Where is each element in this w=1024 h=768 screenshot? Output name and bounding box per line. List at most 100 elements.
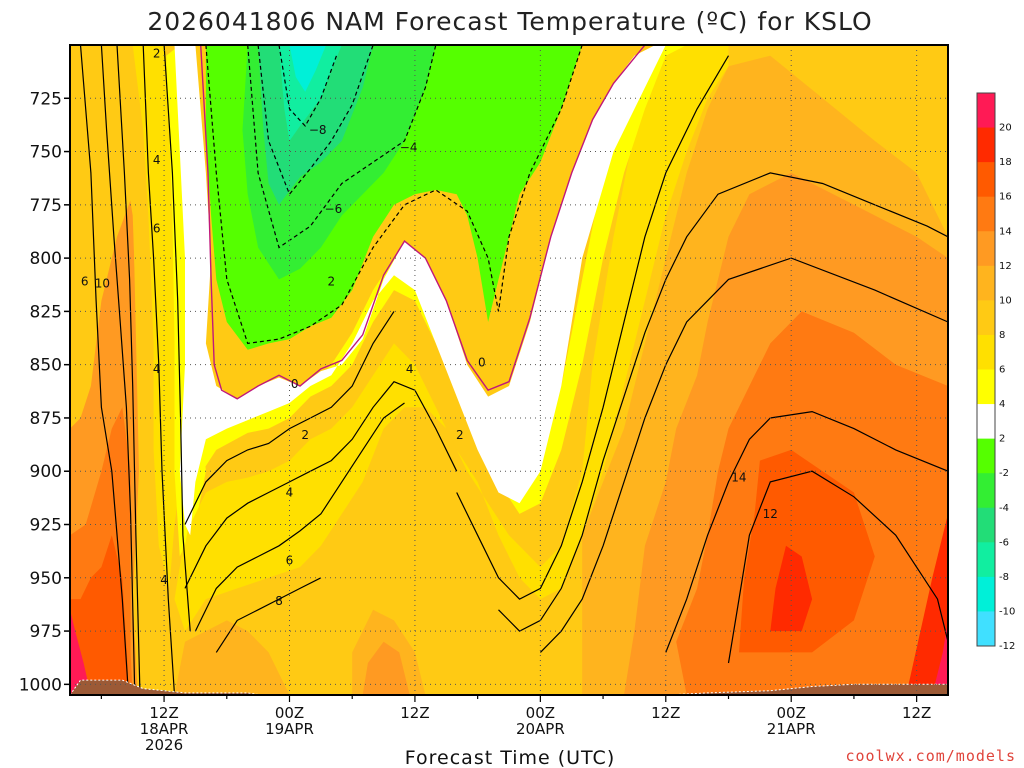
contour-label: 0 (291, 377, 299, 391)
band-18-20-edge (932, 620, 948, 695)
colorbar-label: -4 (999, 503, 1009, 514)
colorbar-swatch (977, 438, 995, 474)
colorbar-label: -8 (999, 572, 1009, 583)
contour-label: 8 (275, 594, 283, 608)
colorbar-swatch (977, 162, 995, 198)
colorbar-label: 10 (999, 295, 1012, 306)
colorbar-swatch (977, 507, 995, 543)
contour-label: −6 (325, 202, 343, 216)
y-tick-label: 775 (30, 196, 62, 216)
y-tick-label: 1000 (19, 675, 62, 695)
contour-line (215, 577, 322, 653)
contour-label: 0 (478, 356, 486, 370)
freezing-line (200, 45, 646, 400)
contour-line (116, 45, 141, 695)
x-tick-label: 00Z (777, 704, 806, 722)
colorbar-frame (976, 92, 996, 647)
contour-label: 2 (456, 428, 464, 442)
y-tick-label: 875 (30, 409, 62, 429)
colorbar-swatch (977, 369, 995, 405)
colorbar-label: -6 (999, 537, 1009, 548)
y-tick-label: 850 (30, 356, 62, 376)
colorbar-swatch (977, 576, 995, 612)
contour-line (184, 380, 458, 589)
band-neg10-neg12 (289, 45, 327, 92)
colorbar-swatch (977, 404, 995, 440)
band-14-16 (70, 535, 129, 695)
negative-contour (278, 45, 338, 128)
x-tick-label: 2026 (145, 736, 183, 754)
colorbar-label: 14 (999, 226, 1012, 237)
y-tick-label: 900 (30, 462, 62, 482)
gridlines (70, 45, 948, 695)
colorbar-legend: 20 18 16 14 12 10 8 6 4 2 -2 -4 -6 -8 -10 -12 (976, 92, 1015, 652)
band-10-12-day2 (362, 641, 410, 695)
temperature-field (70, 45, 948, 695)
colorbar-label: 16 (999, 192, 1012, 203)
contour-label: −8 (309, 123, 327, 137)
plot-frame (69, 44, 949, 696)
contour-line (727, 470, 948, 664)
y-tick-label: 725 (30, 89, 62, 109)
colorbar-label: 20 (999, 123, 1012, 134)
x-tick-label: 12Z (149, 704, 178, 722)
x-tick-label: 00Z (526, 704, 555, 722)
colorbar-swatch (977, 127, 995, 163)
contour-label: 2 (153, 47, 161, 61)
band-4-6-mid (174, 45, 729, 632)
y-tick-label: 950 (30, 569, 62, 589)
contour-line (184, 311, 395, 525)
contour-line (194, 402, 405, 632)
negative-contour (247, 45, 437, 249)
colorbar-label: 6 (999, 365, 1005, 376)
colorbar-swatch (977, 265, 995, 301)
band-16-20 (70, 609, 91, 695)
contour-label: 6 (153, 221, 161, 235)
contour-label: −4 (400, 140, 418, 154)
x-tick-label: 00Z (275, 704, 304, 722)
colorbar-swatch (977, 611, 995, 647)
colorbar-label: 12 (999, 261, 1012, 272)
contour-line (79, 45, 130, 695)
colorbar-label: 2 (999, 434, 1005, 445)
chart-title: 2026041806 NAM Forecast Temperature (ºC)… (147, 7, 872, 36)
colorbar-label: 8 (999, 330, 1005, 341)
y-tick-label: 825 (30, 302, 62, 322)
credit-text: coolwx.com/models (845, 747, 1016, 765)
x-tick-label: 19APR (265, 720, 314, 738)
contour-line (142, 45, 176, 695)
x-tick-label: 12Z (400, 704, 429, 722)
band-8-10-day1 (174, 620, 290, 695)
contour-label: 10 (95, 277, 110, 291)
terrain (70, 680, 948, 695)
colorbar-swatch (977, 196, 995, 232)
contour-line (163, 45, 191, 632)
contour-line (100, 45, 136, 695)
y-tick-label: 800 (30, 249, 62, 269)
colorbar-label: 18 (999, 157, 1012, 168)
band-zero (174, 45, 666, 536)
contour-line (456, 55, 730, 600)
band-16-18-edge (906, 513, 948, 695)
colorbar-swatch (977, 93, 995, 129)
colorbar-label: -12 (999, 641, 1015, 652)
colorbar-label: 4 (999, 399, 1005, 410)
x-tick-label: 21APR (767, 720, 816, 738)
negative-contour (205, 45, 583, 345)
contour-label: 4 (406, 362, 414, 376)
colorbar-swatch (977, 334, 995, 370)
contour-label: 4 (153, 362, 161, 376)
colorbar-swatch (977, 300, 995, 336)
contour-label: 4 (160, 573, 168, 587)
x-tick-label: 20APR (516, 720, 565, 738)
contour-label: 14 (731, 471, 746, 485)
band-16-18-right (770, 545, 813, 632)
y-tick-label: 975 (30, 622, 62, 642)
contour-label: 2 (301, 428, 309, 442)
x-tick-label: 18APR (140, 720, 189, 738)
colorbar-label: -2 (999, 468, 1009, 479)
colorbar-swatch (977, 231, 995, 267)
